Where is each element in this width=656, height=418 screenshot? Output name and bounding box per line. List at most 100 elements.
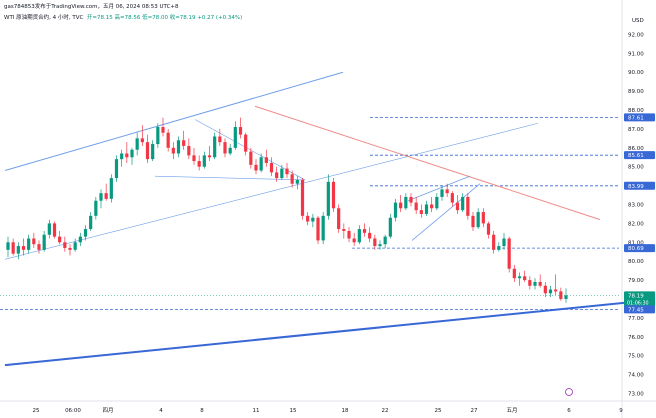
- candle-body: [83, 229, 88, 237]
- candle-body: [538, 281, 542, 286]
- currency-label: USD: [632, 18, 644, 24]
- candle-body: [145, 142, 150, 160]
- candle-body: [244, 134, 248, 152]
- time-tick-label: 18: [342, 408, 349, 414]
- candle-body: [135, 138, 139, 150]
- candle-body: [94, 200, 98, 216]
- price-level-label: 83.99: [628, 184, 644, 190]
- candle-body: [213, 136, 217, 158]
- candle-body: [63, 242, 67, 248]
- price-tick-label: 82.00: [628, 221, 644, 227]
- price-level-label-bg: [624, 151, 655, 160]
- candle-body: [414, 202, 418, 211]
- candle-body: [481, 212, 485, 224]
- candle-body: [140, 138, 144, 143]
- candle-body: [120, 153, 124, 160]
- candle-body: [497, 246, 501, 250]
- countdown-label: 01:06:30: [627, 300, 649, 306]
- candle-body: [316, 217, 320, 241]
- candle-body: [486, 223, 491, 235]
- candle-body: [502, 238, 506, 247]
- candle-body: [419, 210, 423, 214]
- candle-body: [161, 127, 165, 133]
- candle-body: [42, 234, 46, 250]
- candle-body: [388, 217, 392, 237]
- price-level-label-bg: [624, 291, 655, 307]
- candle-body: [249, 151, 253, 165]
- price-level-label: 78.19: [628, 293, 644, 299]
- candle-body: [373, 238, 377, 247]
- timeframe-label[interactable]: 4 小时: [52, 15, 69, 21]
- candle-body: [73, 242, 77, 250]
- candle-body: [306, 215, 310, 222]
- candle-body: [104, 193, 108, 199]
- candle-body: [58, 236, 62, 243]
- candle-body: [233, 127, 237, 148]
- candle-body: [197, 161, 201, 167]
- event-marker-icon[interactable]: [565, 388, 573, 396]
- time-tick-label: 4: [159, 408, 163, 414]
- candle-body: [512, 268, 516, 279]
- candle-body: [68, 247, 72, 250]
- time-tick-label: 15: [290, 408, 297, 414]
- candle-body: [47, 223, 51, 235]
- candle-body: [357, 229, 361, 243]
- candle-body: [347, 230, 351, 239]
- candle-body: [362, 229, 367, 233]
- time-tick-label: 五月: [506, 407, 517, 414]
- price-tick-label: 85.00: [628, 165, 644, 171]
- candle-body: [187, 145, 191, 156]
- candle-body: [295, 179, 299, 184]
- candle-body: [368, 232, 372, 239]
- candle-body: [311, 217, 315, 222]
- candle-body: [151, 144, 155, 160]
- candle-body: [89, 215, 93, 230]
- candle-body: [264, 157, 268, 163]
- price-tick-label: 86.00: [628, 146, 644, 152]
- candle-body: [399, 202, 403, 209]
- price-tick-label: 79.00: [628, 278, 644, 284]
- time-tick-label: 8: [200, 408, 204, 414]
- candle-body: [27, 238, 31, 250]
- candle-body: [280, 168, 284, 179]
- time-tick-label: 06:00: [65, 408, 81, 414]
- candle-body: [342, 229, 346, 231]
- candle-body: [202, 155, 206, 167]
- candle-body: [275, 172, 279, 179]
- price-level-label: 80.69: [628, 246, 644, 252]
- publish-info: gas784853发布于TradingView.com，五月 06, 2024 …: [4, 4, 179, 10]
- symbol-legend[interactable]: WTI 原油期货合约, 4 小时, TVC 开=78.15 高=78.56 低=…: [4, 15, 243, 21]
- price-level-label-bg: [624, 244, 655, 253]
- candle-body: [269, 162, 274, 173]
- price-tick-label: 88.00: [628, 108, 644, 114]
- candle-body: [37, 244, 41, 250]
- candle-body: [166, 132, 170, 148]
- candle-body: [156, 127, 160, 145]
- candle-body: [492, 234, 496, 250]
- symbol-name[interactable]: WTI 原油期货合约: [4, 15, 50, 21]
- time-tick-label: 6: [567, 408, 571, 414]
- candle-body: [321, 215, 325, 241]
- time-tick-label: 9: [619, 408, 623, 414]
- candle-body: [393, 202, 398, 218]
- candle-body: [11, 242, 15, 254]
- candle-body: [352, 238, 356, 243]
- wedge-upper-line: [407, 175, 471, 202]
- channel-upper-line: [4, 71, 344, 171]
- price-tick-label: 77.00: [628, 316, 644, 322]
- candle-body: [471, 215, 475, 228]
- candle-body: [435, 196, 439, 209]
- candle-body: [559, 291, 563, 299]
- candle-body: [383, 236, 387, 245]
- candle-body: [228, 147, 232, 154]
- price-tick-label: 73.00: [628, 391, 644, 397]
- time-tick-label: 25: [435, 408, 442, 414]
- candle-body: [466, 196, 470, 216]
- candle-body: [507, 238, 511, 269]
- candle-body: [192, 155, 196, 162]
- candle-body: [337, 208, 341, 230]
- candle-body: [254, 164, 258, 171]
- price-tick-label: 76.00: [628, 335, 644, 341]
- candle-body: [424, 204, 429, 214]
